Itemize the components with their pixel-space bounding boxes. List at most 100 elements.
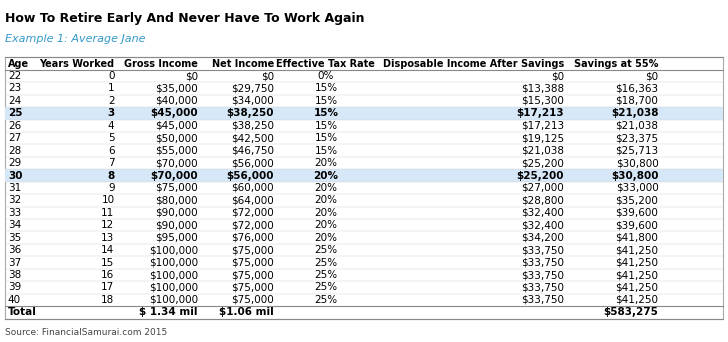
Text: $100,000: $100,000	[149, 270, 198, 280]
Text: 37: 37	[8, 258, 21, 267]
Text: 14: 14	[101, 245, 114, 255]
Text: 30: 30	[8, 171, 23, 181]
Text: $23,375: $23,375	[615, 133, 658, 143]
Text: 36: 36	[8, 245, 21, 255]
Text: $33,000: $33,000	[616, 183, 658, 193]
Text: 31: 31	[8, 183, 21, 193]
Text: 20%: 20%	[314, 183, 337, 193]
Text: $75,000: $75,000	[155, 183, 198, 193]
Text: 7: 7	[108, 158, 114, 168]
Text: 1: 1	[108, 83, 114, 93]
Text: $35,200: $35,200	[616, 195, 658, 206]
Text: $45,000: $45,000	[155, 121, 198, 131]
Text: 28: 28	[8, 146, 21, 156]
Text: 39: 39	[8, 282, 21, 292]
Text: 15%: 15%	[314, 146, 338, 156]
Text: $39,600: $39,600	[616, 208, 658, 218]
Text: Disposable Income After Savings: Disposable Income After Savings	[383, 58, 564, 69]
Text: $27,000: $27,000	[521, 183, 564, 193]
Text: $34,000: $34,000	[232, 96, 274, 106]
Text: $70,000: $70,000	[150, 171, 198, 181]
Text: 9: 9	[108, 183, 114, 193]
Bar	[5, 57, 723, 318]
Text: $75,000: $75,000	[232, 270, 274, 280]
Text: $55,000: $55,000	[155, 146, 198, 156]
Text: $19,125: $19,125	[521, 133, 564, 143]
Text: $17,213: $17,213	[521, 121, 564, 131]
Text: 8: 8	[107, 171, 114, 181]
Text: 15%: 15%	[314, 83, 338, 93]
Text: $0: $0	[551, 71, 564, 81]
Text: $56,000: $56,000	[232, 158, 274, 168]
Text: $0: $0	[185, 71, 198, 81]
Text: 15%: 15%	[314, 133, 338, 143]
Text: $25,200: $25,200	[521, 158, 564, 168]
Text: $0: $0	[645, 71, 658, 81]
Text: $70,000: $70,000	[155, 158, 198, 168]
Text: $0: $0	[261, 71, 274, 81]
Text: $72,000: $72,000	[232, 208, 274, 218]
Text: Effective Tax Rate: Effective Tax Rate	[277, 58, 376, 69]
Text: 27: 27	[8, 133, 21, 143]
Text: 5: 5	[108, 133, 114, 143]
Text: 24: 24	[8, 96, 21, 106]
Text: $33,750: $33,750	[521, 270, 564, 280]
Text: 13: 13	[101, 233, 114, 243]
Text: 2: 2	[108, 96, 114, 106]
Text: $39,600: $39,600	[616, 220, 658, 230]
Text: $76,000: $76,000	[232, 233, 274, 243]
Text: $46,750: $46,750	[231, 146, 274, 156]
Text: 0: 0	[108, 71, 114, 81]
Bar	[5, 169, 723, 182]
Text: 23: 23	[8, 83, 21, 93]
Text: $100,000: $100,000	[149, 282, 198, 292]
Text: $21,038: $21,038	[611, 108, 658, 118]
Text: $38,250: $38,250	[231, 121, 274, 131]
Text: $30,800: $30,800	[616, 158, 658, 168]
Text: $38,250: $38,250	[226, 108, 274, 118]
Text: $100,000: $100,000	[149, 295, 198, 305]
Text: 25%: 25%	[314, 245, 338, 255]
Text: 22: 22	[8, 71, 21, 81]
Text: Years Worked: Years Worked	[39, 58, 114, 69]
Text: $34,200: $34,200	[521, 233, 564, 243]
Text: 26: 26	[8, 121, 21, 131]
Text: 3: 3	[107, 108, 114, 118]
Text: $41,250: $41,250	[615, 245, 658, 255]
Text: $40,000: $40,000	[155, 96, 198, 106]
Text: $ 1.34 mil: $ 1.34 mil	[140, 307, 198, 317]
Text: $41,250: $41,250	[615, 258, 658, 267]
Text: $32,400: $32,400	[521, 208, 564, 218]
Text: Net Income: Net Income	[212, 58, 274, 69]
Text: 6: 6	[108, 146, 114, 156]
Text: $583,275: $583,275	[604, 307, 658, 317]
Text: $41,800: $41,800	[616, 233, 658, 243]
Text: 33: 33	[8, 208, 21, 218]
Text: $75,000: $75,000	[232, 282, 274, 292]
Text: $18,700: $18,700	[616, 96, 658, 106]
Text: $50,000: $50,000	[155, 133, 198, 143]
Text: $13,388: $13,388	[521, 83, 564, 93]
Text: 15%: 15%	[314, 108, 339, 118]
Text: 35: 35	[8, 233, 21, 243]
Text: $33,750: $33,750	[521, 295, 564, 305]
Text: $95,000: $95,000	[155, 233, 198, 243]
Text: Example 1: Average Jane: Example 1: Average Jane	[5, 34, 146, 44]
Text: $64,000: $64,000	[232, 195, 274, 206]
Text: Savings at 55%: Savings at 55%	[574, 58, 658, 69]
Text: $33,750: $33,750	[521, 282, 564, 292]
Text: $28,800: $28,800	[521, 195, 564, 206]
Text: 15: 15	[101, 258, 114, 267]
Text: $1.06 mil: $1.06 mil	[219, 307, 274, 317]
Text: $21,038: $21,038	[521, 146, 564, 156]
Text: How To Retire Early And Never Have To Work Again: How To Retire Early And Never Have To Wo…	[5, 12, 365, 25]
Text: $15,300: $15,300	[521, 96, 564, 106]
Text: $45,000: $45,000	[150, 108, 198, 118]
Text: 25: 25	[8, 108, 23, 118]
Text: $56,000: $56,000	[226, 171, 274, 181]
Text: 10: 10	[101, 195, 114, 206]
Text: 32: 32	[8, 195, 21, 206]
Text: $60,000: $60,000	[232, 183, 274, 193]
Text: $29,750: $29,750	[231, 83, 274, 93]
Text: $100,000: $100,000	[149, 258, 198, 267]
